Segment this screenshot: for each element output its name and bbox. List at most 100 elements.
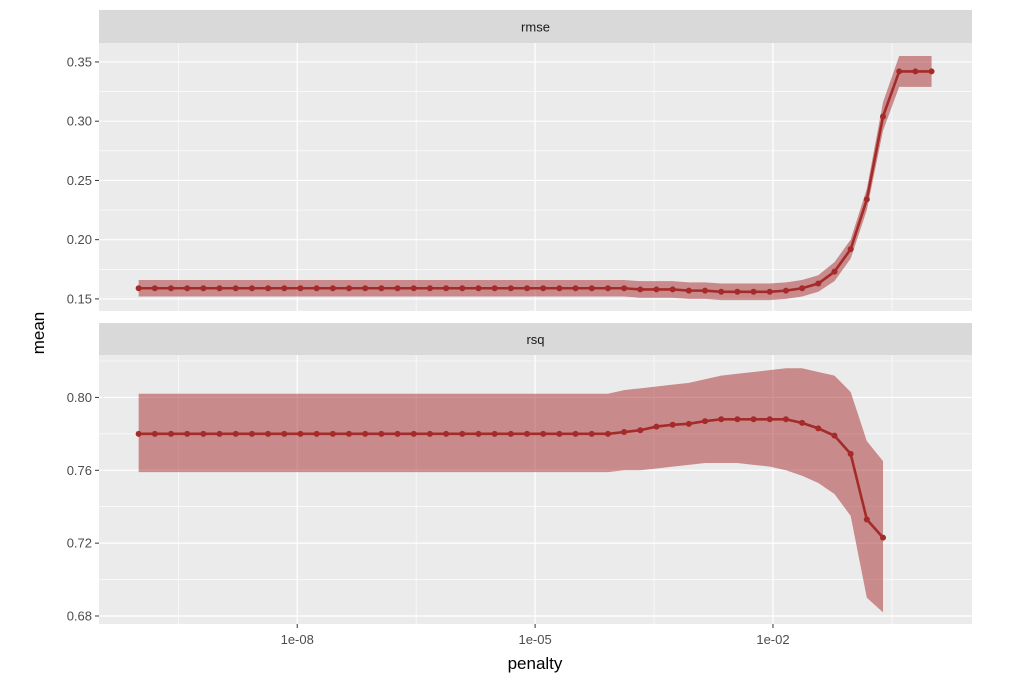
data-point	[524, 285, 531, 292]
data-point	[410, 285, 417, 292]
data-point	[669, 421, 676, 428]
data-point	[426, 430, 433, 437]
data-point	[491, 430, 498, 437]
data-point	[265, 285, 272, 292]
data-point	[685, 287, 692, 294]
data-point	[507, 285, 514, 292]
data-point	[281, 285, 288, 292]
data-point	[556, 430, 563, 437]
facet-rmse: rmse 0.15 0.20 0.25 0.30 0.35	[67, 10, 972, 311]
data-point	[912, 68, 919, 75]
data-point	[831, 268, 838, 275]
data-point	[281, 430, 288, 437]
data-point	[604, 430, 611, 437]
data-point	[297, 430, 304, 437]
data-point	[394, 430, 401, 437]
x-tick-label: 1e-02	[756, 632, 789, 647]
data-point	[928, 68, 935, 75]
data-point	[216, 285, 223, 292]
data-point	[362, 430, 369, 437]
data-point	[750, 288, 757, 295]
data-point	[702, 418, 709, 425]
data-point	[685, 420, 692, 427]
data-point	[734, 416, 741, 423]
data-point	[766, 288, 773, 295]
y-tick-label: 0.15	[67, 291, 92, 306]
data-point	[313, 430, 320, 437]
data-point	[491, 285, 498, 292]
data-point	[669, 286, 676, 293]
data-point	[394, 285, 401, 292]
data-point	[847, 450, 854, 457]
data-point	[378, 430, 385, 437]
data-point	[378, 285, 385, 292]
data-point	[151, 285, 158, 292]
y-tick-label: 0.76	[67, 463, 92, 478]
data-point	[248, 430, 255, 437]
facet-strip	[99, 323, 972, 355]
data-point	[346, 285, 353, 292]
data-point	[443, 430, 450, 437]
data-point	[572, 285, 579, 292]
data-point	[653, 423, 660, 430]
data-point	[863, 516, 870, 523]
data-point	[475, 285, 482, 292]
data-point	[782, 287, 789, 294]
data-point	[863, 196, 870, 203]
data-point	[750, 416, 757, 423]
data-point	[184, 430, 191, 437]
y-tick-label: 0.35	[67, 54, 92, 69]
data-point	[200, 285, 207, 292]
data-point	[540, 430, 547, 437]
data-point	[847, 246, 854, 253]
y-tick-label: 0.68	[67, 608, 92, 623]
data-point	[766, 416, 773, 423]
facet-strip	[99, 10, 972, 43]
data-point	[604, 285, 611, 292]
data-point	[815, 280, 822, 287]
data-point	[475, 430, 482, 437]
data-point	[443, 285, 450, 292]
data-point	[524, 430, 531, 437]
data-point	[702, 287, 709, 294]
data-point	[880, 113, 887, 120]
y-tick-label: 0.25	[67, 173, 92, 188]
data-point	[831, 432, 838, 439]
data-point	[799, 419, 806, 426]
y-tick-label: 0.20	[67, 232, 92, 247]
data-point	[540, 285, 547, 292]
data-point	[782, 416, 789, 423]
x-axis-title: penalty	[508, 654, 563, 673]
facet-strip-label: rsq	[526, 332, 544, 347]
data-point	[572, 430, 579, 437]
data-point	[184, 285, 191, 292]
data-point	[200, 430, 207, 437]
y-tick-label: 0.80	[67, 390, 92, 405]
y-tick-label: 0.72	[67, 536, 92, 551]
x-tick-label: 1e-05	[518, 632, 551, 647]
data-point	[313, 285, 320, 292]
data-point	[329, 285, 336, 292]
data-point	[588, 430, 595, 437]
data-point	[329, 430, 336, 437]
data-point	[799, 285, 806, 292]
data-point	[297, 285, 304, 292]
x-tick-label: 1e-08	[281, 632, 314, 647]
data-point	[653, 286, 660, 293]
data-point	[232, 285, 239, 292]
data-point	[815, 425, 822, 432]
data-point	[216, 430, 223, 437]
data-point	[880, 534, 887, 541]
data-point	[410, 430, 417, 437]
data-point	[168, 285, 175, 292]
data-point	[151, 430, 158, 437]
data-point	[588, 285, 595, 292]
data-point	[248, 285, 255, 292]
data-point	[718, 288, 725, 295]
y-axis-title: mean	[29, 312, 48, 355]
std-err-ribbon	[138, 368, 884, 613]
data-point	[346, 430, 353, 437]
data-point	[232, 430, 239, 437]
y-tick-label: 0.30	[67, 114, 92, 129]
